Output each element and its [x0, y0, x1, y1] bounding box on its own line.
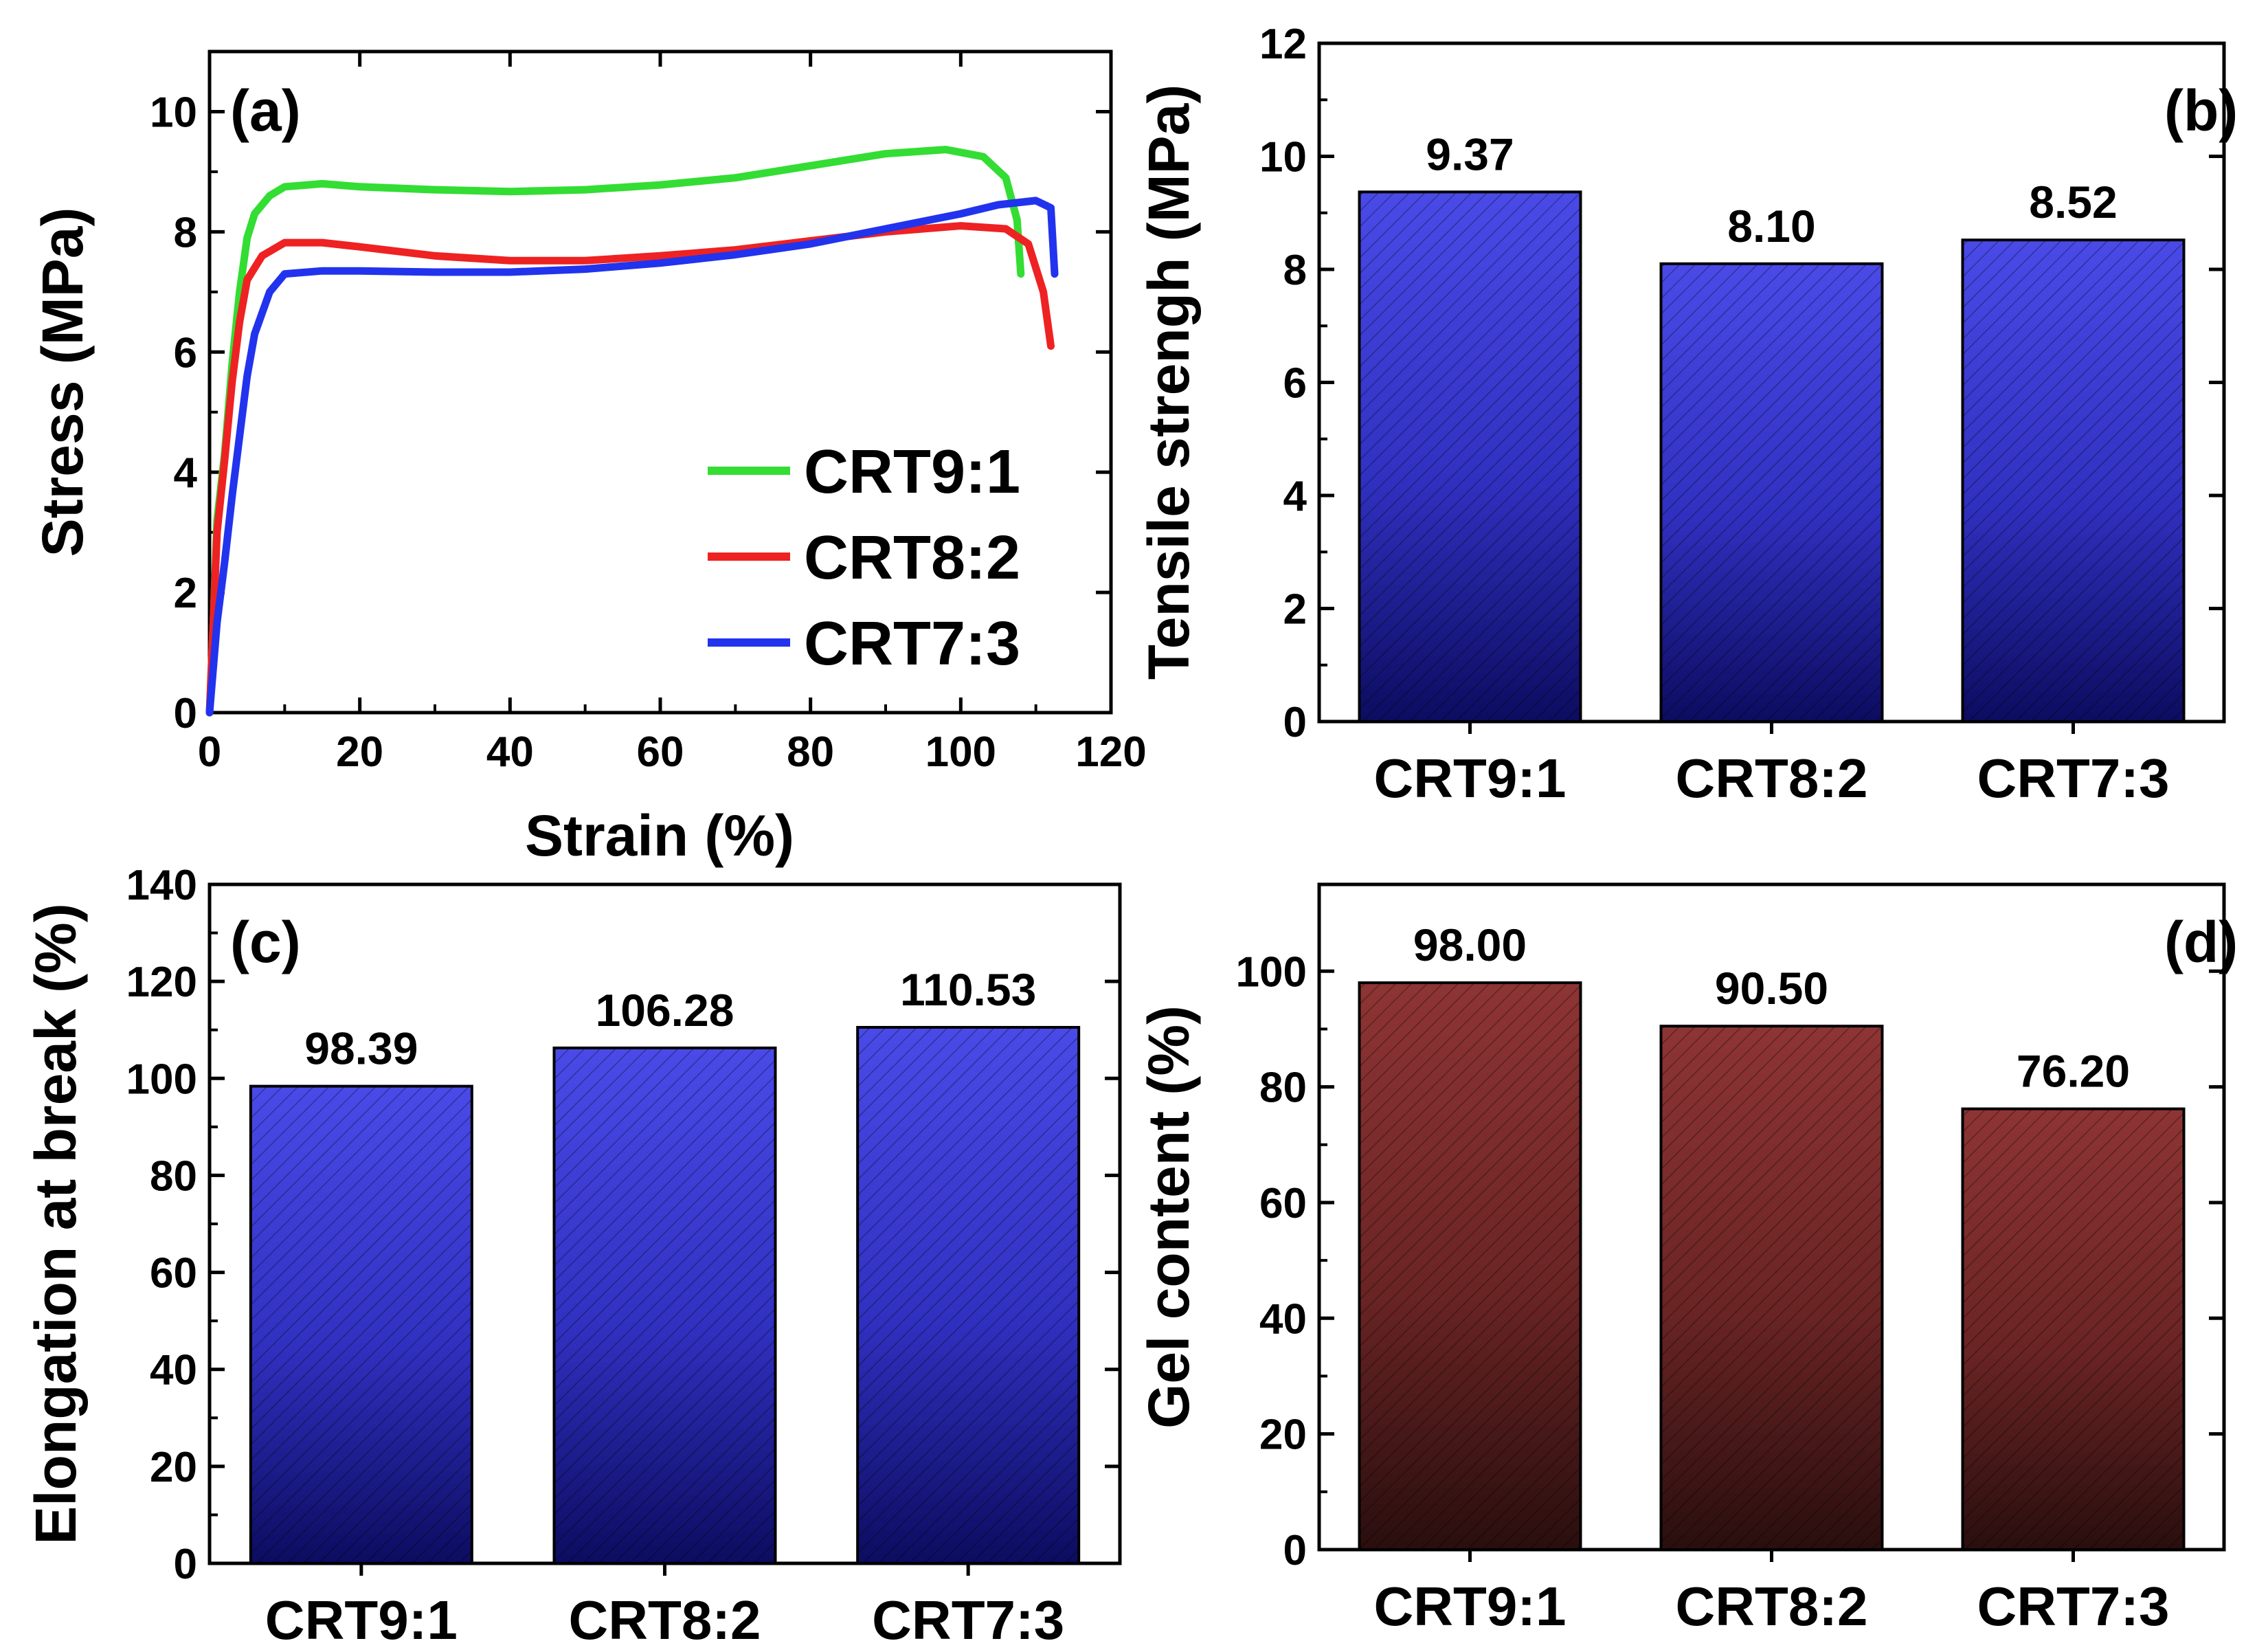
y-tick-label: 2: [1283, 586, 1307, 634]
y-tick-label: 0: [1283, 1527, 1307, 1574]
bar-value-label: 106.28: [596, 985, 734, 1036]
y-tick-label: 100: [126, 1056, 197, 1103]
y-axis-title-d: Gel content (%): [1136, 1005, 1201, 1429]
panel-label-c: (c): [230, 910, 301, 974]
legend-label: CRT7:3: [804, 610, 1020, 678]
legend-label: CRT8:2: [804, 524, 1020, 592]
category-label: CRT9:1: [1373, 1576, 1566, 1637]
bar-hatch: [1661, 263, 1883, 722]
category-label: CRT7:3: [872, 1589, 1064, 1651]
category-label: CRT9:1: [1373, 748, 1566, 809]
y-tick-label: 80: [150, 1152, 197, 1200]
panel-label-a: (a): [230, 78, 301, 143]
y-axis-title-a: Stress (MPa): [30, 208, 95, 557]
bar-value-label: 76.20: [2017, 1046, 2130, 1097]
legend-label: CRT9:1: [804, 438, 1020, 506]
x-axis-title-a: Strain (%): [525, 803, 794, 868]
y-tick-label: 40: [150, 1347, 197, 1394]
y-tick-label: 4: [1283, 473, 1307, 520]
bar-value-label: 8.52: [2029, 177, 2117, 227]
y-tick-label: 20: [150, 1444, 197, 1491]
bar-hatch: [1962, 240, 2184, 722]
y-tick-label: 100: [1236, 948, 1307, 996]
x-tick-label: 100: [925, 728, 996, 776]
series-line-crt7-3: [205, 197, 1059, 717]
y-tick-label: 8: [174, 209, 197, 256]
bar-hatch: [857, 1027, 1079, 1563]
y-tick-label: 4: [174, 449, 198, 497]
bar-hatch: [1661, 1026, 1883, 1550]
y-tick-label: 80: [1259, 1064, 1307, 1112]
y-tick-label: 6: [174, 329, 197, 377]
bar-value-label: 9.37: [1426, 129, 1514, 179]
y-tick-label: 0: [174, 690, 197, 737]
y-tick-label: 20: [1259, 1411, 1307, 1459]
y-tick-label: 40: [1259, 1295, 1307, 1343]
x-tick-label: 120: [1075, 728, 1146, 776]
bar-hatch: [1359, 983, 1581, 1550]
x-tick-label: 40: [486, 728, 534, 776]
panel-b-bar-chart: 0 2 4 6 8 10 12 9.37 CRT9:1 8.10 CRT8:2 8.52 CRT7:3 (…: [1136, 21, 2238, 809]
bar-hatch: [554, 1047, 776, 1563]
bar-hatch: [250, 1086, 472, 1563]
y-tick-label: 0: [174, 1541, 197, 1588]
category-label: CRT7:3: [1977, 1576, 2169, 1637]
category-label: CRT8:2: [1675, 748, 1867, 809]
y-tick-label: 12: [1259, 21, 1307, 68]
x-tick-label: 60: [637, 728, 684, 776]
x-tick-label: 0: [198, 728, 221, 776]
y-tick-label: 140: [126, 862, 197, 909]
y-tick-label: 2: [174, 570, 197, 617]
y-tick-label: 120: [126, 959, 197, 1006]
category-label: CRT8:2: [1675, 1576, 1867, 1637]
y-tick-label: 60: [1259, 1180, 1307, 1227]
category-label: CRT7:3: [1977, 748, 2169, 809]
x-tick-label: 20: [336, 728, 383, 776]
bar-value-label: 90.50: [1715, 963, 1828, 1014]
panel-label-d: (d): [2164, 910, 2238, 974]
bar-hatch: [1359, 192, 1581, 722]
category-label: CRT9:1: [265, 1589, 458, 1651]
panel-d-bar-chart: 0 20 40 60 80 100 98.00 CRT9:1 90.50 CRT8:2 76.20 C…: [1136, 882, 2238, 1637]
y-tick-label: 8: [1283, 247, 1307, 294]
category-label: CRT8:2: [568, 1589, 761, 1651]
panel-label-b: (b): [2164, 78, 2238, 143]
y-tick-label: 10: [1259, 134, 1307, 181]
bar-value-label: 98.00: [1413, 919, 1527, 970]
y-axis-title-b: Tensile strengh (MPa): [1136, 85, 1201, 680]
x-tick-label: 80: [787, 728, 834, 776]
y-tick-label: 6: [1283, 360, 1307, 408]
bar-hatch: [1962, 1108, 2184, 1550]
y-tick-label: 10: [150, 89, 197, 136]
bar-value-label: 110.53: [900, 964, 1036, 1015]
bar-value-label: 8.10: [1727, 201, 1815, 252]
panel-c-bar-chart: 0 20 40 60 80 100 120 140 98.39 CRT9:1 106.28 CRT8:…: [23, 862, 1122, 1651]
bar-value-label: 98.39: [304, 1023, 418, 1074]
series-line-crt8-2: [205, 222, 1055, 717]
y-tick-label: 60: [150, 1250, 197, 1297]
y-axis-title-c: Elongation at break (%): [23, 903, 88, 1544]
y-tick-label: 0: [1283, 699, 1307, 746]
